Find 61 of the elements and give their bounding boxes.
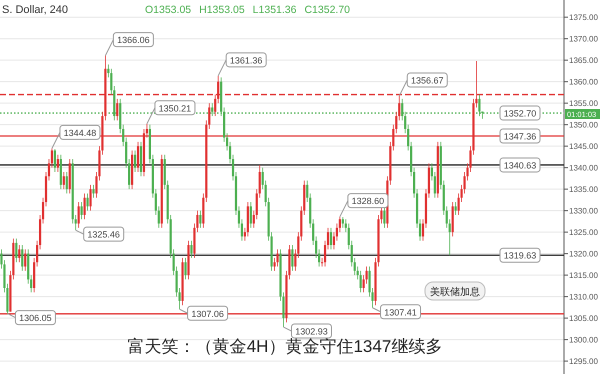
y-tick-label: 1330.00 bbox=[569, 206, 598, 216]
ref-line-label: 1319.63 bbox=[504, 250, 536, 261]
annotation: 1356.67 bbox=[410, 75, 444, 86]
y-tick-label: 1310.00 bbox=[569, 292, 598, 302]
ref-line-label: 1347.36 bbox=[504, 132, 536, 142]
candlestick bbox=[66, 172, 68, 194]
annotation: 1361.36 bbox=[230, 55, 262, 66]
chart-title: S. Dollar, 240 bbox=[2, 4, 68, 16]
y-tick-label: 1315.00 bbox=[569, 271, 598, 280]
candlestick bbox=[136, 141, 140, 172]
annotation: H1353.05 bbox=[199, 4, 245, 16]
y-tick-label: 1335.00 bbox=[569, 185, 598, 194]
candlestick bbox=[15, 238, 18, 263]
annotation: C1352.70 bbox=[304, 4, 350, 16]
candlestick bbox=[184, 258, 187, 280]
annotation: 1307.41 bbox=[384, 307, 417, 318]
ref-line-label: 1352.70 bbox=[504, 108, 536, 119]
annotation: L1351.36 bbox=[252, 4, 297, 16]
annotation: 1328.60 bbox=[352, 196, 384, 206]
candlestick bbox=[78, 202, 80, 228]
candlestick bbox=[342, 216, 344, 228]
y-tick-label: 1295.00 bbox=[569, 357, 598, 366]
candlestick bbox=[86, 193, 89, 212]
candlestick bbox=[62, 172, 65, 190]
candlestick bbox=[250, 202, 252, 228]
y-tick-label: 1325.00 bbox=[569, 228, 598, 238]
annotation: 美联储加息 bbox=[430, 286, 480, 298]
candlestick bbox=[92, 184, 95, 198]
annotation: 1344.48 bbox=[64, 128, 96, 138]
candlestick bbox=[54, 148, 56, 172]
candlestick bbox=[24, 248, 26, 272]
annotation: O1353.05 bbox=[145, 4, 192, 16]
annotation: 1307.06 bbox=[191, 308, 224, 319]
y-tick-label: 1375.00 bbox=[569, 13, 598, 22]
annotation: 1325.46 bbox=[87, 230, 120, 240]
y-tick-label: 1370.00 bbox=[569, 34, 598, 44]
annotation: 1302.93 bbox=[295, 326, 328, 337]
annotation: 富天笑：（黄金4H）黄金守住1347继续多 bbox=[128, 337, 442, 356]
candlestick bbox=[21, 244, 24, 272]
annotation: 1350.21 bbox=[158, 103, 192, 114]
y-tick-label: 1365.00 bbox=[569, 56, 598, 66]
candlestick bbox=[89, 184, 92, 212]
candlestick bbox=[360, 270, 362, 293]
candlestick bbox=[18, 244, 20, 263]
candlestick bbox=[84, 193, 86, 220]
y-tick-label: 1320.00 bbox=[569, 250, 598, 259]
y-tick-label: 1350.00 bbox=[569, 120, 598, 130]
annotation: 1306.05 bbox=[19, 313, 52, 324]
y-tick-label: 1305.00 bbox=[569, 314, 598, 324]
y-tick-label: 1360.00 bbox=[569, 78, 598, 87]
ref-line-label: 1340.63 bbox=[504, 160, 536, 170]
candlestick bbox=[330, 227, 332, 250]
annotation: 1366.06 bbox=[117, 35, 150, 46]
candlestick bbox=[383, 206, 386, 228]
y-tick-label: 1345.00 bbox=[569, 142, 598, 152]
candlestick bbox=[116, 98, 118, 121]
candlestick bbox=[291, 244, 294, 272]
y-tick-label: 1340.00 bbox=[569, 164, 598, 173]
y-tick-label: 1300.00 bbox=[569, 336, 598, 345]
candlestick bbox=[454, 202, 457, 216]
y-tick-label: 1355.00 bbox=[569, 99, 598, 108]
